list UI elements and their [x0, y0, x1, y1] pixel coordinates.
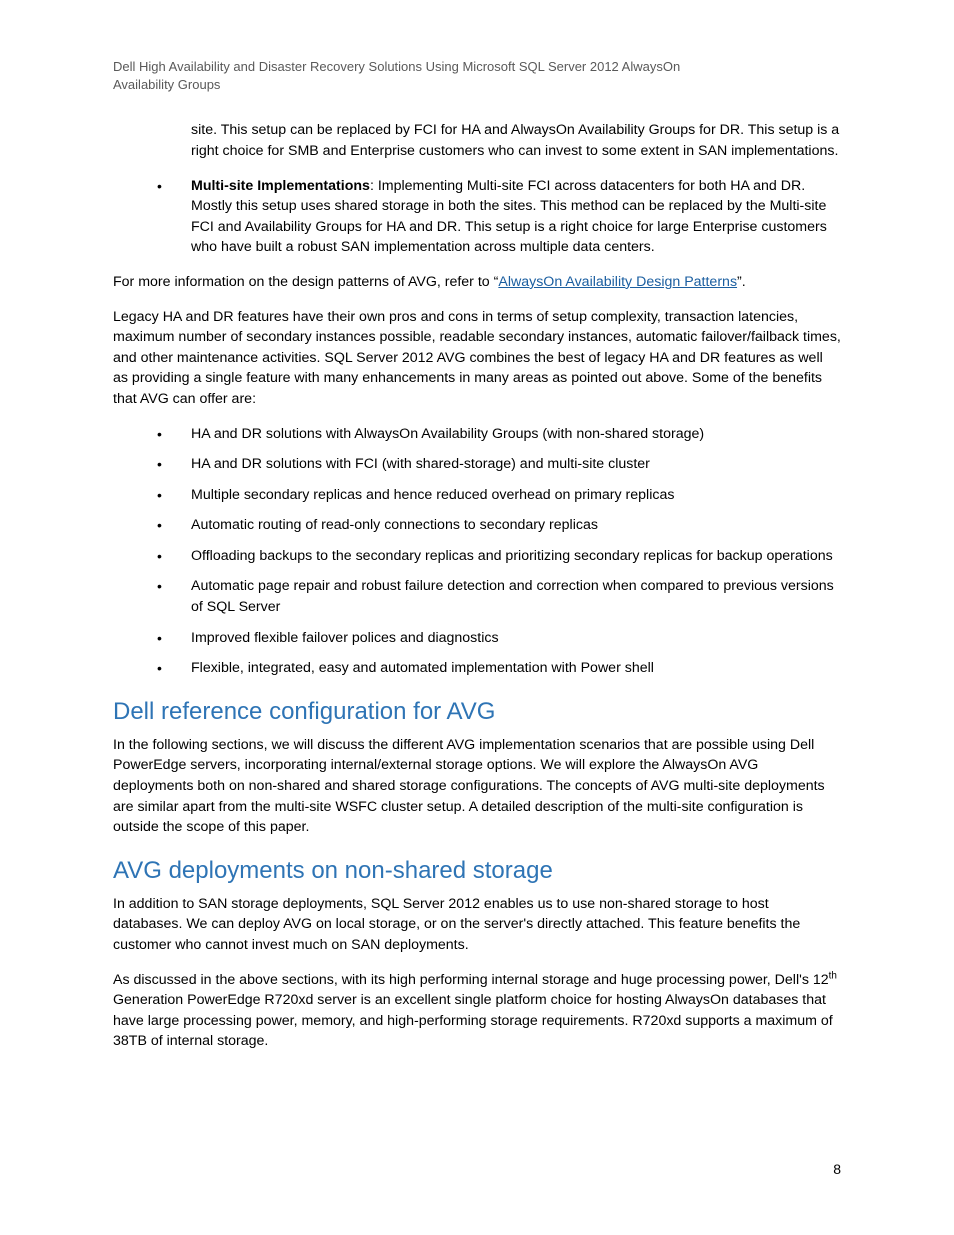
heading-dell-reference: Dell reference configuration for AVG	[113, 697, 841, 727]
implementation-list: site. This setup can be replaced by FCI …	[113, 120, 841, 161]
list-item: Automatic routing of read-only connectio…	[113, 515, 841, 536]
r720-post: Generation PowerEdge R720xd server is an…	[113, 992, 833, 1049]
avg-r720-paragraph: As discussed in the above sections, with…	[113, 970, 841, 1052]
list-item: Offloading backups to the secondary repl…	[113, 546, 841, 567]
benefit-text: HA and DR solutions with FCI (with share…	[191, 456, 650, 472]
multisite-list: Multi-site Implementations: Implementing…	[113, 176, 841, 258]
design-patterns-link[interactable]: AlwaysOn Availability Design Patterns	[498, 274, 737, 290]
benefit-text: Offloading backups to the secondary repl…	[191, 548, 833, 564]
list-item-multisite: Multi-site Implementations: Implementing…	[113, 176, 841, 258]
list-item: HA and DR solutions with AlwaysOn Availa…	[113, 424, 841, 445]
r720-pre: As discussed in the above sections, with…	[113, 972, 829, 988]
multisite-label: Multi-site Implementations	[191, 178, 370, 194]
page-number: 8	[833, 1161, 841, 1177]
list-item: Improved flexible failover polices and d…	[113, 628, 841, 649]
dell-intro-paragraph: In the following sections, we will discu…	[113, 735, 841, 838]
benefit-text: Improved flexible failover polices and d…	[191, 630, 499, 646]
document-page: Dell High Availability and Disaster Reco…	[0, 0, 954, 1235]
document-body: site. This setup can be replaced by FCI …	[113, 120, 841, 1052]
header-line-2: Availability Groups	[113, 77, 220, 92]
page-header: Dell High Availability and Disaster Reco…	[113, 58, 841, 94]
list-item: HA and DR solutions with FCI (with share…	[113, 454, 841, 475]
heading-avg-nonshared: AVG deployments on non-shared storage	[113, 856, 841, 886]
benefit-text: Automatic routing of read-only connectio…	[191, 517, 598, 533]
benefits-list: HA and DR solutions with AlwaysOn Availa…	[113, 424, 841, 679]
avg-intro-paragraph: In addition to SAN storage deployments, …	[113, 894, 841, 956]
r720-sup: th	[829, 970, 837, 981]
benefit-text: Automatic page repair and robust failure…	[191, 578, 834, 615]
legacy-paragraph: Legacy HA and DR features have their own…	[113, 307, 841, 410]
refer-paragraph: For more information on the design patte…	[113, 272, 841, 293]
list-item: Flexible, integrated, easy and automated…	[113, 658, 841, 679]
benefit-text: Flexible, integrated, easy and automated…	[191, 660, 654, 676]
list-item-continuation: site. This setup can be replaced by FCI …	[113, 120, 841, 161]
benefit-text: Multiple secondary replicas and hence re…	[191, 487, 674, 503]
header-line-1: Dell High Availability and Disaster Reco…	[113, 59, 680, 74]
benefit-text: HA and DR solutions with AlwaysOn Availa…	[191, 426, 704, 442]
continuation-text: site. This setup can be replaced by FCI …	[191, 122, 839, 159]
refer-pre: For more information on the design patte…	[113, 274, 498, 290]
list-item: Automatic page repair and robust failure…	[113, 576, 841, 617]
list-item: Multiple secondary replicas and hence re…	[113, 485, 841, 506]
refer-post: ”.	[737, 274, 746, 290]
